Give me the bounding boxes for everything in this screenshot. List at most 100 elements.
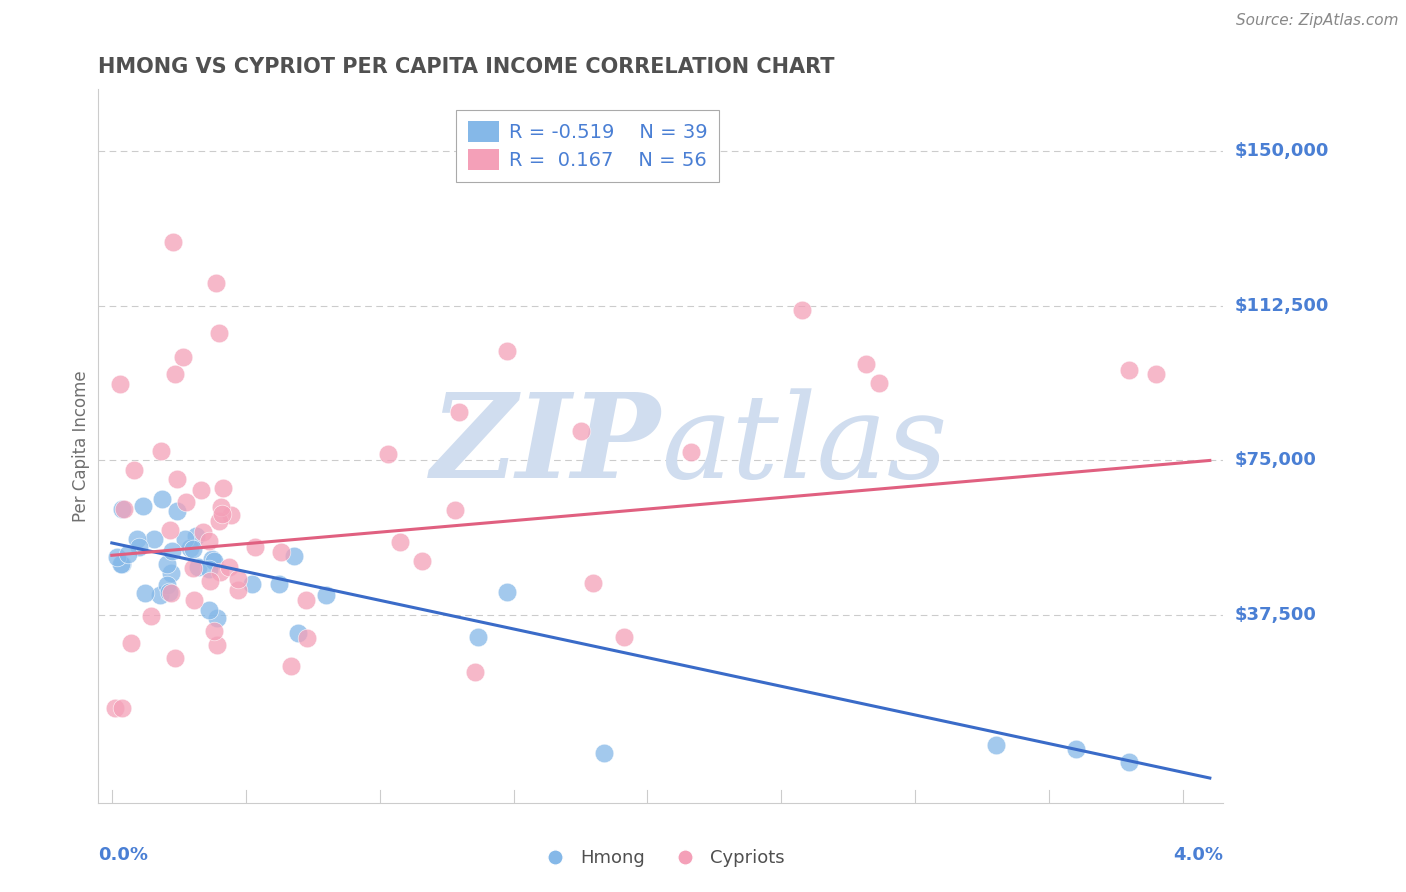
- Point: [388, 534, 411, 549]
- Point: [270, 545, 292, 559]
- Point: [792, 303, 814, 318]
- Point: [112, 502, 135, 516]
- Point: [104, 701, 127, 715]
- Point: [139, 609, 162, 624]
- Y-axis label: Per Capita Income: Per Capita Income: [72, 370, 90, 522]
- Point: [156, 557, 179, 571]
- Point: [117, 548, 139, 562]
- Text: $150,000: $150,000: [1234, 142, 1329, 160]
- Point: [174, 532, 197, 546]
- Point: [226, 573, 249, 587]
- Point: [243, 541, 266, 555]
- Point: [209, 500, 232, 514]
- Text: $75,000: $75,000: [1234, 451, 1316, 469]
- Point: [128, 540, 150, 554]
- Point: [219, 508, 242, 523]
- Text: HMONG VS CYPRIOT PER CAPITA INCOME CORRELATION CHART: HMONG VS CYPRIOT PER CAPITA INCOME CORRE…: [98, 56, 835, 77]
- Point: [134, 586, 156, 600]
- Point: [174, 495, 197, 509]
- Point: [444, 503, 467, 517]
- Point: [202, 553, 225, 567]
- Point: [163, 367, 186, 381]
- Text: Source: ZipAtlas.com: Source: ZipAtlas.com: [1236, 13, 1399, 29]
- Point: [240, 577, 263, 591]
- Point: [868, 376, 890, 390]
- Point: [165, 651, 187, 665]
- Point: [1144, 367, 1167, 381]
- Point: [190, 483, 212, 498]
- Point: [159, 566, 181, 580]
- Point: [208, 565, 231, 579]
- Text: ZIP: ZIP: [430, 389, 661, 503]
- Point: [111, 502, 134, 516]
- Point: [613, 630, 636, 644]
- Point: [172, 351, 194, 365]
- Point: [226, 583, 249, 598]
- Point: [149, 588, 172, 602]
- Point: [179, 541, 201, 555]
- Point: [294, 592, 316, 607]
- Text: 0.0%: 0.0%: [98, 846, 149, 863]
- Point: [205, 276, 228, 290]
- Legend: Hmong, Cypriots: Hmong, Cypriots: [530, 842, 792, 874]
- Point: [156, 578, 179, 592]
- Point: [125, 533, 148, 547]
- Point: [287, 626, 309, 640]
- Point: [496, 343, 519, 358]
- Point: [571, 424, 593, 438]
- Point: [111, 557, 134, 571]
- Point: [198, 603, 221, 617]
- Point: [593, 747, 616, 761]
- Point: [160, 543, 183, 558]
- Point: [166, 472, 188, 486]
- Point: [150, 443, 173, 458]
- Point: [218, 560, 240, 574]
- Point: [467, 630, 489, 644]
- Point: [157, 584, 180, 599]
- Point: [449, 405, 471, 419]
- Point: [205, 611, 228, 625]
- Point: [150, 491, 173, 506]
- Point: [181, 542, 204, 557]
- Point: [211, 507, 233, 521]
- Point: [855, 357, 877, 371]
- Point: [205, 638, 228, 652]
- Point: [111, 701, 134, 715]
- Point: [143, 532, 166, 546]
- Point: [120, 636, 142, 650]
- Point: [297, 631, 319, 645]
- Point: [201, 552, 224, 566]
- Point: [159, 586, 181, 600]
- Point: [208, 326, 231, 340]
- Point: [187, 560, 209, 574]
- Point: [110, 557, 132, 571]
- Point: [181, 561, 204, 575]
- Point: [105, 550, 128, 565]
- Point: [1118, 755, 1140, 769]
- Point: [679, 445, 702, 459]
- Point: [377, 447, 399, 461]
- Point: [166, 504, 188, 518]
- Point: [496, 585, 519, 599]
- Point: [267, 577, 290, 591]
- Point: [198, 562, 221, 576]
- Point: [464, 665, 486, 679]
- Text: $37,500: $37,500: [1234, 607, 1316, 624]
- Point: [184, 529, 207, 543]
- Point: [411, 554, 433, 568]
- Point: [159, 523, 181, 537]
- Text: $112,500: $112,500: [1234, 297, 1329, 315]
- Point: [582, 575, 605, 590]
- Point: [191, 525, 214, 540]
- Point: [108, 376, 131, 391]
- Point: [122, 463, 145, 477]
- Point: [131, 500, 153, 514]
- Point: [315, 588, 337, 602]
- Point: [280, 658, 302, 673]
- Point: [1118, 362, 1140, 376]
- Point: [162, 235, 184, 249]
- Point: [212, 481, 235, 495]
- Point: [202, 624, 225, 639]
- Text: 4.0%: 4.0%: [1173, 846, 1223, 863]
- Point: [208, 514, 231, 528]
